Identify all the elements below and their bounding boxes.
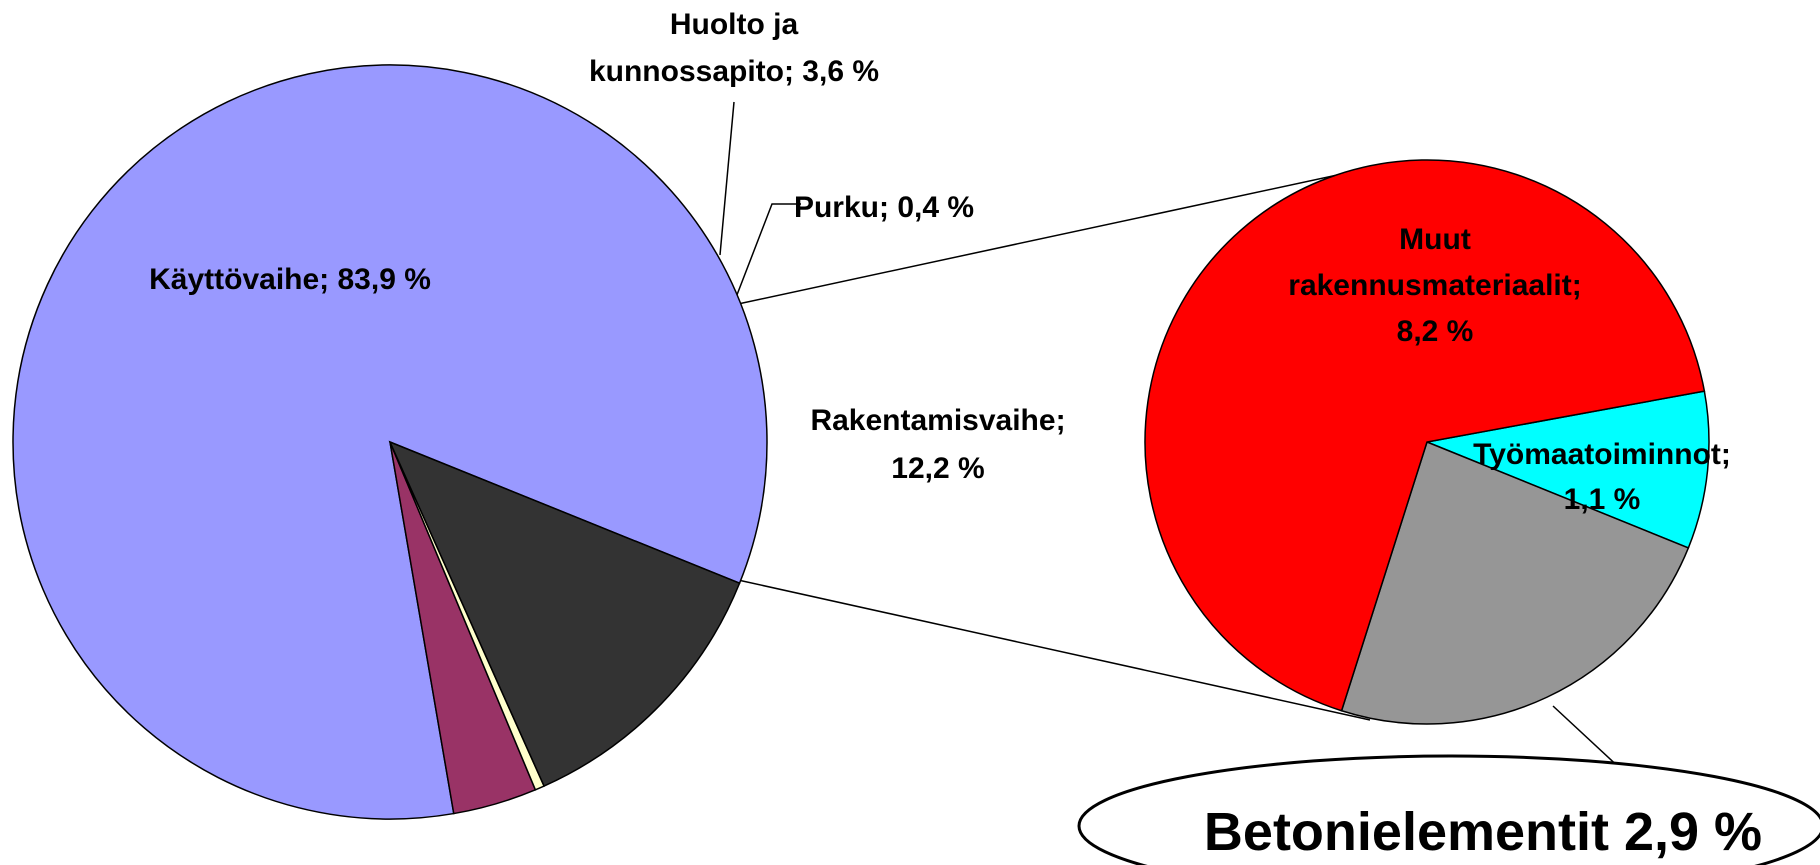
slice-label-line: Käyttövaihe; 83,9 % bbox=[149, 263, 431, 296]
slice-label: Purku; 0,4 % bbox=[794, 191, 974, 224]
slice-label: Käyttövaihe; 83,9 % bbox=[149, 263, 431, 296]
pie-slice bbox=[388, 440, 741, 788]
pie-slice bbox=[1424, 390, 1710, 549]
slice-label-line: 8,2 % bbox=[1397, 315, 1474, 348]
slice-label-line: kunnossapito; 3,6 % bbox=[589, 55, 879, 88]
slice-label-line: 12,2 % bbox=[891, 452, 984, 485]
slice-label: Betonielementit 2,9 % bbox=[1204, 802, 1762, 862]
slice-label: Muut rakennusmateriaalit; 8,2 % bbox=[1288, 223, 1581, 348]
pie bbox=[12, 64, 768, 820]
slice-label-line: Betonielementit 2,9 % bbox=[1204, 802, 1762, 862]
slice-label-line: Purku; 0,4 % bbox=[794, 191, 974, 224]
leader-line bbox=[734, 203, 801, 301]
slice-label-line: Muut bbox=[1399, 223, 1471, 256]
pie bbox=[1144, 159, 1710, 725]
pie-slice bbox=[12, 64, 768, 820]
pie-slice bbox=[1340, 441, 1690, 725]
slice-label: Työmaatoiminnot; 1,1 % bbox=[1473, 438, 1731, 516]
slice-label-line: Työmaatoiminnot; bbox=[1473, 438, 1731, 471]
callout-ellipse bbox=[1077, 754, 1820, 865]
connector-line bbox=[737, 165, 1380, 305]
slice-label: Huolto ja kunnossapito; 3,6 % bbox=[589, 8, 879, 88]
slice-label-line: Huolto ja bbox=[670, 8, 799, 41]
slice-label-line: 1,1 % bbox=[1564, 483, 1641, 516]
leader-line bbox=[719, 101, 735, 256]
pie-slice bbox=[1144, 159, 1706, 712]
slice-label: Rakentamisvaihe; 12,2 % bbox=[810, 404, 1065, 485]
slice-label-line: rakennusmateriaalit; bbox=[1288, 269, 1581, 302]
slice-label-line: Rakentamisvaihe; bbox=[810, 404, 1065, 437]
connector-line bbox=[737, 579, 1371, 721]
